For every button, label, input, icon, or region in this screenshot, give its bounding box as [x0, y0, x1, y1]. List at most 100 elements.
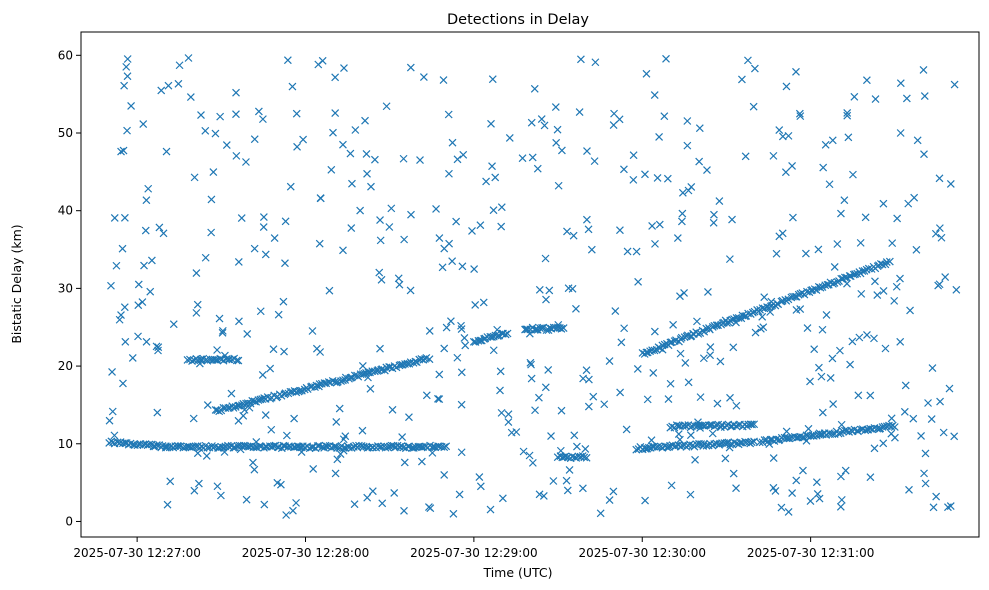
scatter-point [398, 433, 407, 441]
scatter-point [458, 262, 467, 271]
scatter-point [432, 205, 440, 213]
scatter-point [356, 206, 365, 215]
scatter-point [218, 326, 227, 335]
scatter-point [400, 506, 408, 515]
scatter-point [782, 82, 791, 91]
scatter-point [703, 166, 711, 175]
scatter-point [117, 147, 125, 156]
scatter-point [792, 67, 800, 76]
scatter-point [785, 434, 794, 443]
scatter-point [772, 249, 781, 258]
scatter-point [809, 432, 818, 440]
scatter-point [128, 353, 137, 362]
scatter-point [841, 466, 850, 475]
scatter-point [110, 213, 119, 222]
scatter-point [227, 389, 236, 398]
scatter-point [346, 149, 355, 158]
scatter-point [487, 119, 495, 128]
scatter-point [791, 292, 800, 301]
scatter-point [479, 298, 488, 307]
scatter-point [269, 345, 278, 354]
x-axis: 2025-07-30 12:27:00 2025-07-30 12:28:00 20… [73, 537, 874, 560]
scatter-point [154, 343, 163, 352]
scatter-point [751, 328, 760, 337]
scatter-point [725, 255, 734, 264]
scatter-point [201, 126, 210, 135]
scatter-point [333, 455, 342, 464]
scatter-point [778, 229, 787, 238]
scatter-point [848, 337, 857, 346]
scatter-point [814, 245, 823, 254]
scatter-point [112, 261, 121, 270]
scatter-point [120, 303, 129, 312]
scatter-point [491, 173, 500, 182]
scatter-point [876, 424, 885, 433]
scatter-point [582, 215, 591, 224]
scatter-point [523, 325, 532, 334]
scatter-point [276, 480, 285, 489]
scatter-point [346, 373, 355, 382]
scatter-point [399, 154, 408, 163]
scatter-point [605, 357, 614, 365]
scatter-point [750, 64, 759, 73]
scatter-point [937, 233, 946, 242]
scatter-point [850, 92, 859, 101]
scatter-point [249, 458, 257, 467]
scatter-point [442, 323, 451, 332]
scatter-point [261, 411, 270, 419]
scatter-point [378, 499, 387, 508]
scatter-point [366, 384, 375, 393]
scatter-point [952, 285, 961, 294]
scatter-point [405, 413, 413, 422]
scatter-point [806, 377, 814, 386]
scatter-point [163, 500, 172, 509]
scatter-point [950, 432, 959, 441]
scatter-point [299, 135, 308, 144]
scatter-point [706, 343, 715, 352]
scatter-point [619, 165, 628, 174]
scatter-point [147, 256, 156, 265]
scatter-point [744, 309, 753, 318]
scatter-point [860, 267, 869, 275]
scatter-point [792, 476, 801, 485]
scatter-point [530, 325, 539, 334]
scatter-point [162, 147, 171, 156]
scatter-point [254, 107, 263, 116]
scatter-point [814, 363, 823, 372]
scatter-point [333, 444, 341, 452]
scatter-point [755, 438, 764, 447]
scatter-point [590, 157, 599, 166]
scatter-point [896, 129, 905, 137]
scatter-point [632, 247, 641, 256]
scatter-point [653, 173, 662, 182]
scatter-point [829, 400, 838, 409]
scatter-point [789, 292, 797, 301]
scatter-point [154, 346, 162, 355]
scatter-point [696, 393, 705, 402]
scatter-point [189, 414, 198, 423]
scatter-point [243, 399, 252, 408]
scatter-point [457, 448, 466, 457]
scatter-point [871, 277, 879, 286]
scatter-point [400, 235, 409, 244]
scatter-point [789, 213, 797, 222]
scatter-point [840, 273, 849, 282]
scatter-point [557, 146, 566, 155]
scatter-point [118, 244, 127, 253]
scatter-point [242, 158, 250, 166]
scatter-point [812, 286, 821, 294]
scatter-point [890, 423, 899, 431]
scatter-point [658, 341, 667, 350]
scatter-point [578, 484, 587, 493]
scatter-point [896, 79, 905, 88]
scatter-point [457, 321, 465, 330]
scatter-point [843, 108, 852, 117]
scatter-point [552, 138, 561, 147]
scatter-point [924, 399, 932, 407]
scatter-point [348, 179, 356, 188]
scatter-point [134, 280, 143, 289]
scatter-point [861, 213, 870, 222]
scatter-point [290, 414, 299, 423]
scatter-point [470, 265, 479, 274]
scatter-point [518, 154, 527, 163]
